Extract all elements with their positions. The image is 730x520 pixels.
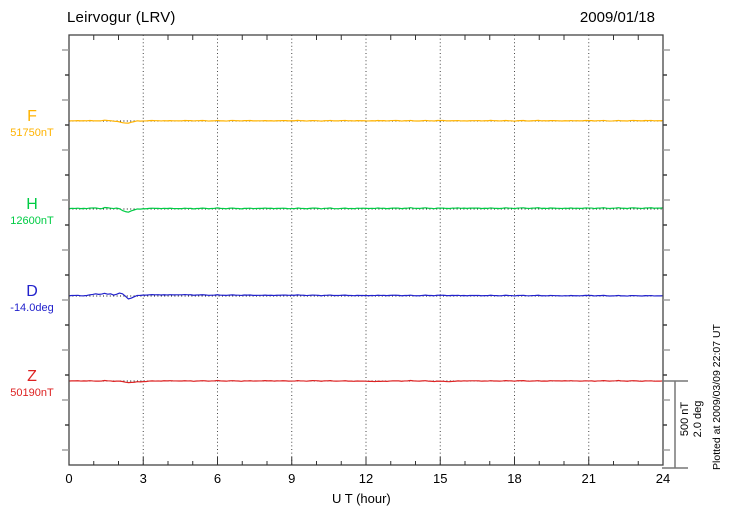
x-axis-title: U T (hour) [332,491,391,506]
x-tick-label-9: 9 [288,471,296,486]
x-tick-label-21: 21 [581,471,596,486]
trace-label-D: D -14.0deg [1,283,63,315]
trace-baseline-value-H: 12600nT [10,215,54,227]
plot-frame [68,34,664,466]
plot-date: 2009/01/18 [579,9,655,26]
trace-letter-H: H [26,196,38,213]
trace-D [68,292,664,300]
x-tick-label-18: 18 [507,471,522,486]
trace-baseline-value-D: -14.0deg [10,302,54,314]
scale-bar-labels: 500 nT 2.0 deg [679,401,705,438]
scale-bar-deg-label: 2.0 deg [692,400,704,438]
trace-letter-F: F [27,108,37,125]
trace-label-H: H 12600nT [1,196,63,228]
x-tick-label-0: 0 [65,471,73,486]
trace-baseline-value-Z: 50190nT [10,387,54,399]
plotted-at-note: Plotted at 2009/03/09 22:07 UT [711,324,723,470]
x-tick-label-6: 6 [213,471,222,486]
trace-F [68,119,664,124]
trace-label-F: F 51750nT [1,108,63,140]
x-tick-label-24: 24 [655,471,671,486]
x-tick-label-3: 3 [139,471,147,486]
station-title: Leirvogur (LRV) [67,9,176,26]
trace-baseline-value-F: 51750nT [10,127,54,139]
scale-bar-nt-label: 500 nT [679,401,691,437]
trace-letter-Z: Z [27,368,37,385]
trace-Z [68,379,664,384]
x-tick-label-15: 15 [433,471,448,486]
trace-letter-D: D [26,283,38,300]
trace-label-Z: Z 50190nT [1,368,63,400]
x-tick-label-12: 12 [358,471,374,486]
trace-H [68,206,664,213]
